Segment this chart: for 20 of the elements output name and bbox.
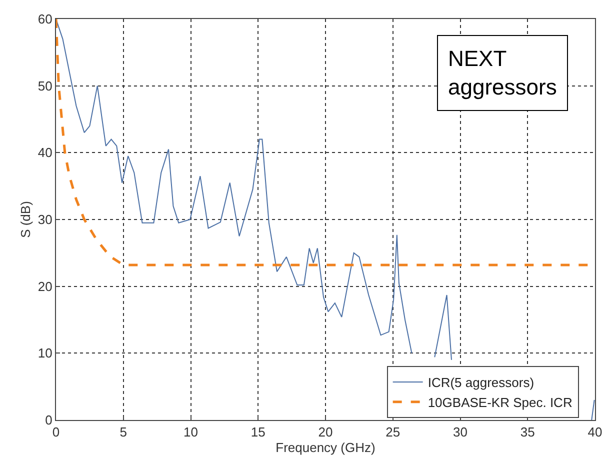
legend-label: ICR(5 aggressors) <box>428 375 534 390</box>
y-tick-label: 10 <box>38 346 52 361</box>
x-tick-label: 35 <box>520 424 535 440</box>
x-tick-label: 40 <box>588 424 602 440</box>
legend-label: 10GBASE-KR Spec. ICR <box>428 394 572 410</box>
x-tick-label: 30 <box>453 424 468 440</box>
y-tick-label: 60 <box>38 12 52 27</box>
x-axis-title: Frequency (GHz) <box>276 440 376 456</box>
x-tick-label: 20 <box>318 424 333 440</box>
y-tick-label: 40 <box>38 145 52 160</box>
y-tick-label: 20 <box>38 278 52 294</box>
y-tick-label: 30 <box>38 212 52 228</box>
y-axis-title: S (dB) <box>18 201 33 238</box>
annotation: NEXT aggressors <box>448 46 557 100</box>
x-tick-label: 15 <box>250 424 266 440</box>
x-tick-label: 25 <box>386 424 400 440</box>
y-tick-label: 0 <box>45 412 52 428</box>
x-tick-label: 5 <box>120 424 127 440</box>
y-tick-label: 50 <box>38 78 52 94</box>
x-tick-label: 10 <box>184 424 198 440</box>
